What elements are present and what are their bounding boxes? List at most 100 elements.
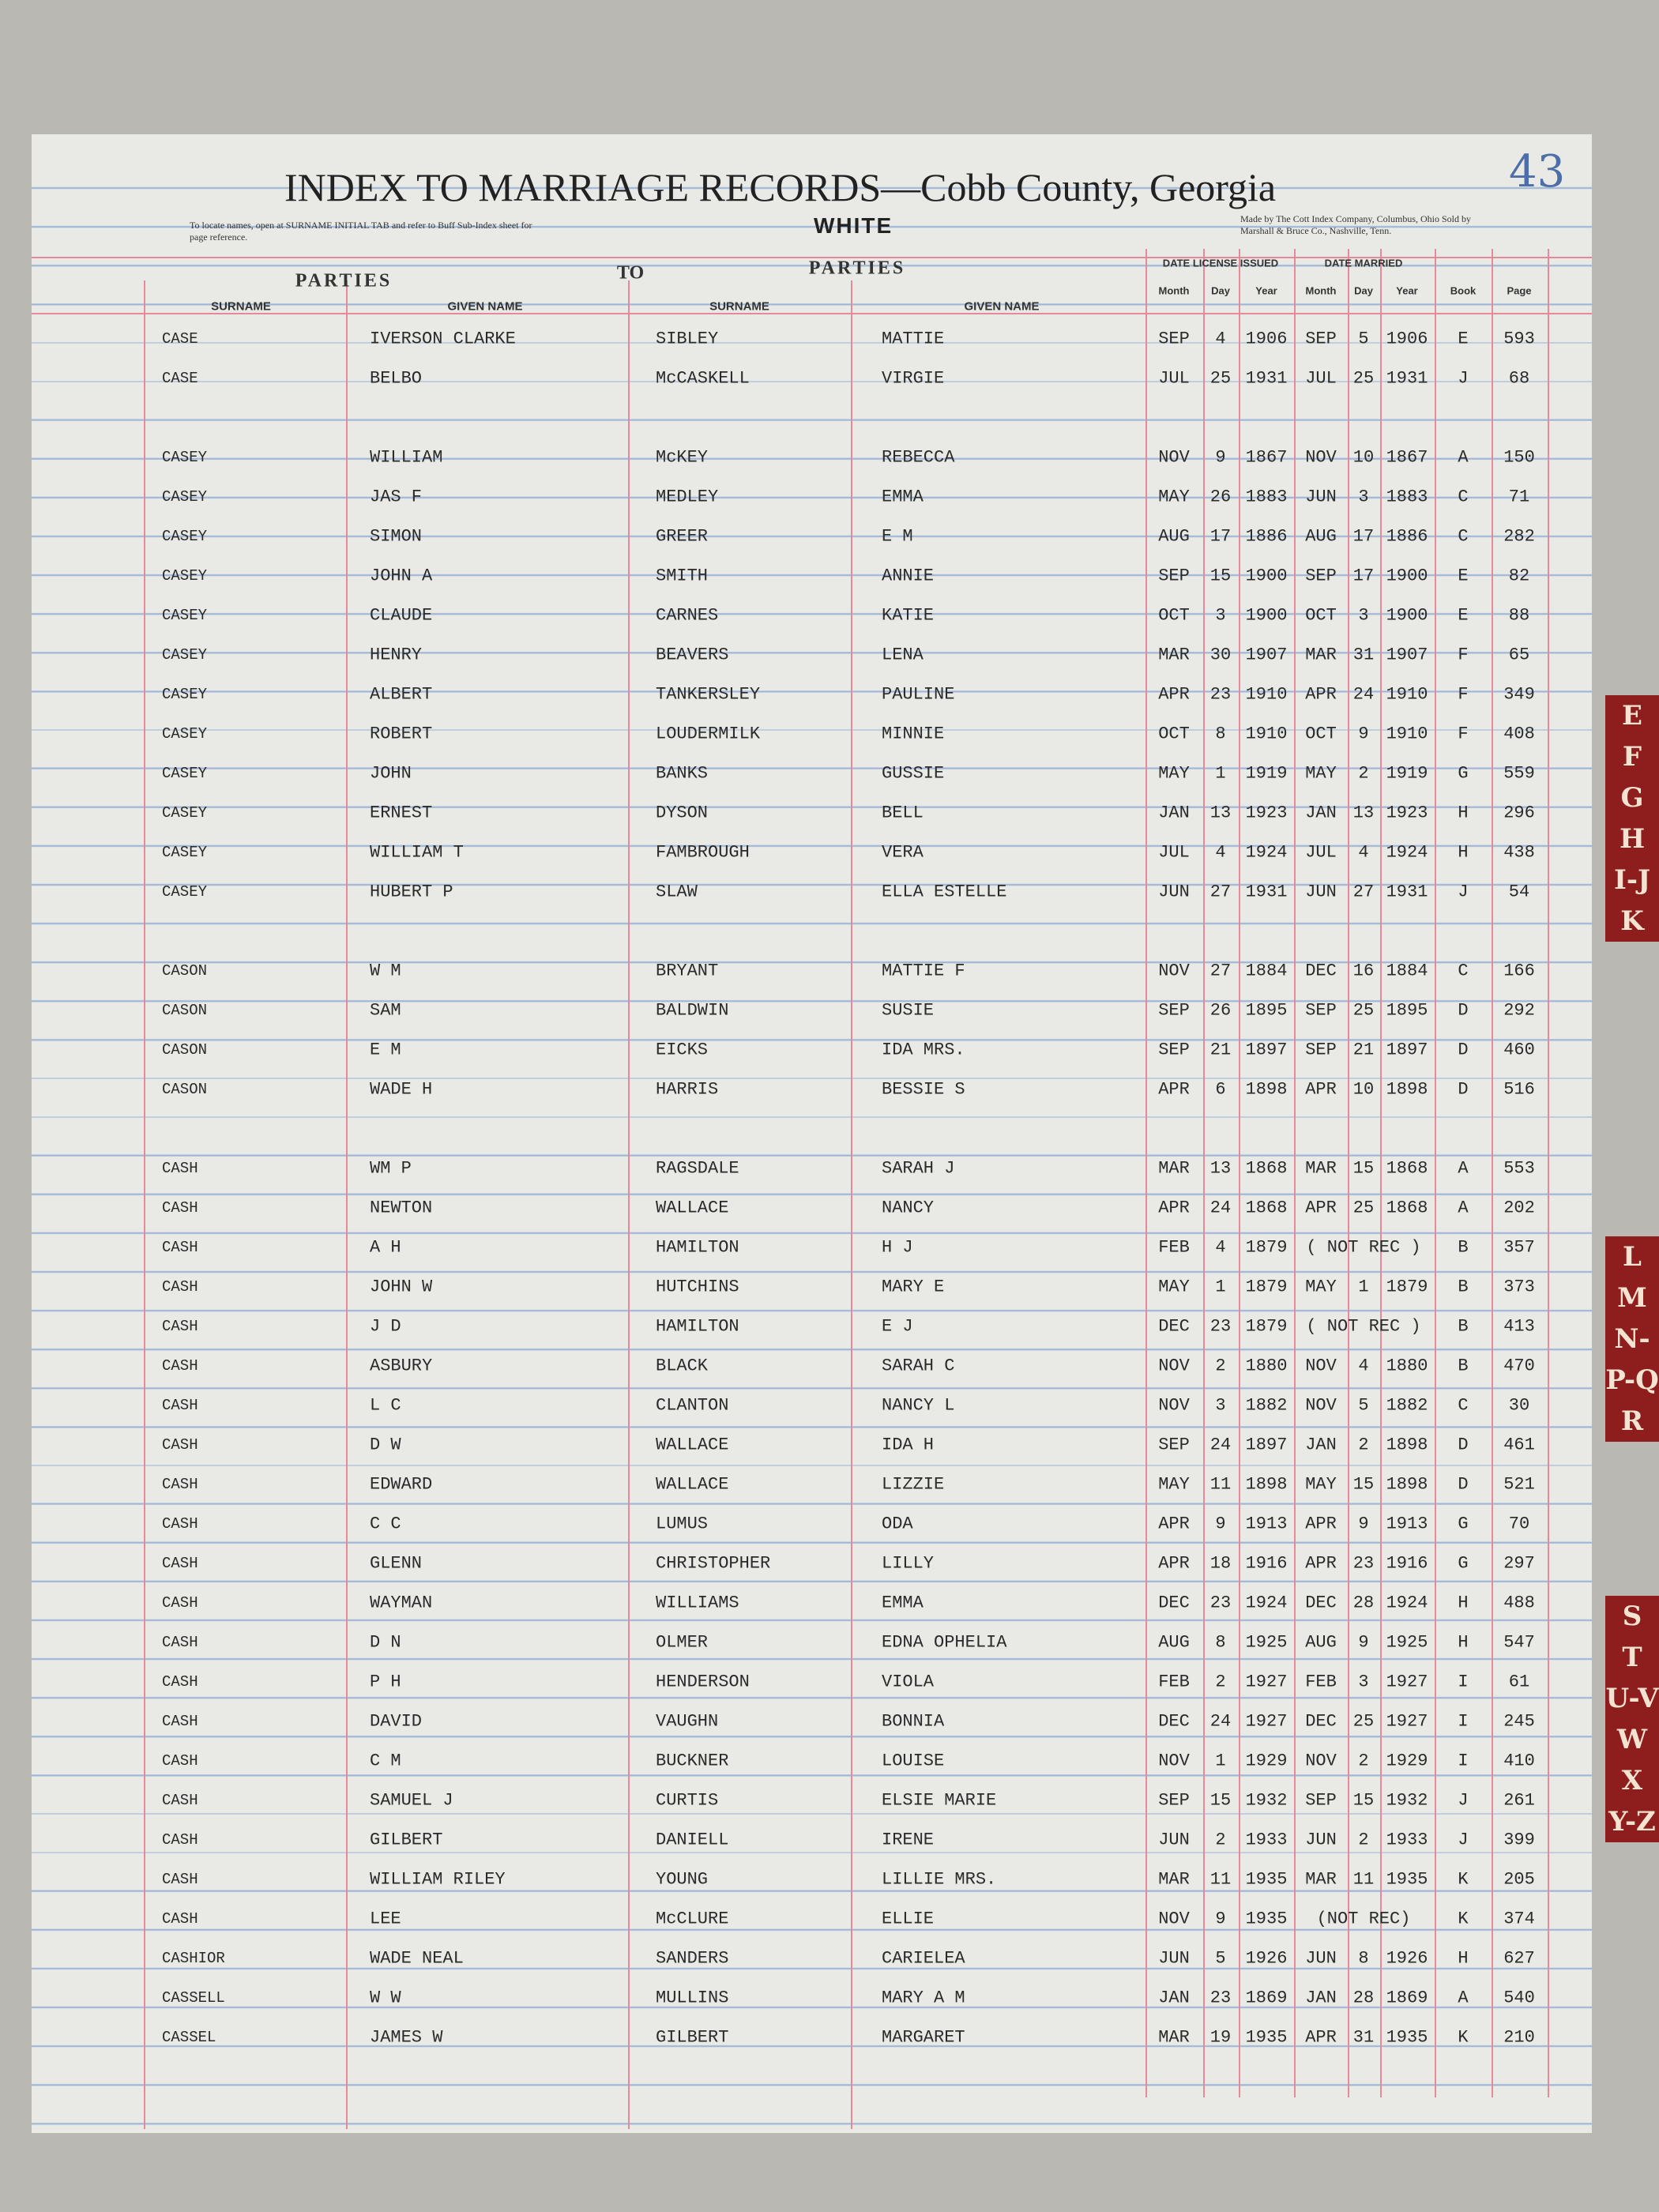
table-cell: JUN [1305, 487, 1337, 507]
table-cell: GUSSIE [882, 763, 945, 784]
table-cell: APR [1305, 1198, 1337, 1218]
table-cell: 1879 [1386, 1277, 1428, 1297]
table-cell: 27 [1352, 882, 1375, 902]
table-cell: 1900 [1245, 566, 1288, 586]
table-cell: NOV [1158, 961, 1190, 981]
table-cell: McKEY [656, 447, 709, 468]
table-cell: EMMA [882, 1593, 924, 1613]
table-cell: 1924 [1245, 1593, 1288, 1613]
table-cell: 1927 [1386, 1672, 1428, 1692]
table-cell: 5 [1358, 1395, 1369, 1416]
index-tab: P-Q [1605, 1360, 1659, 1401]
table-cell: G [1458, 1553, 1469, 1574]
table-cell: EDWARD [370, 1474, 433, 1495]
table-cell: WALLACE [656, 1474, 729, 1495]
table-cell: 23 [1209, 684, 1232, 705]
table-cell: APR [1305, 1553, 1337, 1574]
table-cell: CASON [162, 1002, 208, 1019]
table-cell: 25 [1209, 368, 1232, 389]
table-cell: MAR [1305, 1869, 1337, 1890]
table-cell: D [1458, 1079, 1469, 1100]
column-header: Month [1305, 284, 1337, 297]
table-cell: SEP [1158, 1040, 1190, 1060]
table-cell: CASEY [162, 488, 208, 506]
table-cell: NOV [1158, 1909, 1190, 1929]
table-cell: W W [370, 1988, 401, 2008]
table-cell: WALLACE [656, 1435, 729, 1455]
table-cell: 373 [1503, 1277, 1535, 1297]
column-rule [1380, 249, 1382, 2097]
table-cell: 413 [1503, 1316, 1535, 1337]
table-cell: 1868 [1386, 1198, 1428, 1218]
table-cell: 1935 [1386, 1869, 1428, 1890]
table-cell: NOV [1158, 1751, 1190, 1771]
table-cell: 1879 [1245, 1316, 1288, 1337]
table-cell: 25 [1352, 1198, 1375, 1218]
table-cell: 5 [1358, 329, 1369, 349]
table-cell: CASHIOR [162, 1950, 225, 1967]
table-cell: MAR [1158, 1869, 1190, 1890]
table-cell: SEP [1158, 1790, 1190, 1811]
table-cell: MAY [1158, 763, 1190, 784]
table-cell: 1926 [1245, 1948, 1288, 1969]
table-cell: IRENE [882, 1830, 935, 1850]
table-cell: SIMON [370, 526, 423, 547]
table-cell: 547 [1503, 1632, 1535, 1653]
table-cell: SLAW [656, 882, 698, 902]
table-cell: 1931 [1245, 368, 1288, 389]
table-cell: JAMES W [370, 2027, 443, 2048]
table-cell: 1897 [1245, 1040, 1288, 1060]
table-cell: 23 [1209, 1316, 1232, 1337]
column-rule [1239, 249, 1240, 2097]
index-tab: T [1605, 1637, 1659, 1678]
table-cell: PAULINE [882, 684, 955, 705]
index-tab: U-V [1605, 1678, 1659, 1719]
column-header: Page [1507, 284, 1532, 297]
table-cell: 24 [1209, 1198, 1232, 1218]
table-cell: 1906 [1245, 329, 1288, 349]
group-header: PARTIES [808, 258, 906, 279]
table-cell: MEDLEY [656, 487, 719, 507]
table-cell: SAM [370, 1000, 401, 1021]
table-cell: LUMUS [656, 1514, 709, 1534]
index-tab: R [1605, 1401, 1659, 1442]
table-cell: 166 [1503, 961, 1535, 981]
table-cell: AUG [1158, 526, 1190, 547]
table-cell: WM P [370, 1158, 412, 1179]
table-cell: LIZZIE [882, 1474, 945, 1495]
table-cell: 31 [1352, 2027, 1375, 2048]
table-cell: 1935 [1386, 2027, 1428, 2048]
table-cell: 8 [1215, 1632, 1226, 1653]
table-cell: ELSIE MARIE [882, 1790, 997, 1811]
table-cell: 540 [1503, 1988, 1535, 2008]
table-cell: JAN [1305, 1988, 1337, 2008]
table-cell: CASON [162, 1081, 208, 1098]
table-cell: CASE [162, 330, 198, 348]
table-cell: JAS F [370, 487, 423, 507]
table-cell: 3 [1215, 605, 1226, 626]
page-number: 43 [1509, 146, 1566, 198]
table-cell: 24 [1209, 1435, 1232, 1455]
table-cell: 1900 [1245, 605, 1288, 626]
table-cell: 1 [1215, 763, 1226, 784]
index-tab: N-O [1605, 1319, 1659, 1396]
table-cell: D [1458, 1435, 1469, 1455]
column-rule [1146, 249, 1147, 2097]
table-cell: 71 [1508, 487, 1530, 507]
table-cell: CASH [162, 1752, 198, 1770]
table-cell: 4 [1215, 1237, 1226, 1258]
table-cell: CLANTON [656, 1395, 729, 1416]
table-cell: SEP [1305, 1000, 1337, 1021]
table-cell: JUN [1158, 882, 1190, 902]
table-cell: DEC [1305, 1711, 1337, 1732]
rule [32, 257, 1592, 258]
table-cell: 3 [1358, 605, 1369, 626]
table-cell: SEP [1305, 329, 1337, 349]
table-cell: MAY [1158, 1277, 1190, 1297]
table-cell: 1924 [1386, 1593, 1428, 1613]
table-cell: 1916 [1386, 1553, 1428, 1574]
table-cell: JUL [1158, 842, 1190, 863]
table-cell: 1898 [1386, 1474, 1428, 1495]
table-cell: F [1458, 724, 1469, 744]
table-cell: C [1458, 487, 1469, 507]
